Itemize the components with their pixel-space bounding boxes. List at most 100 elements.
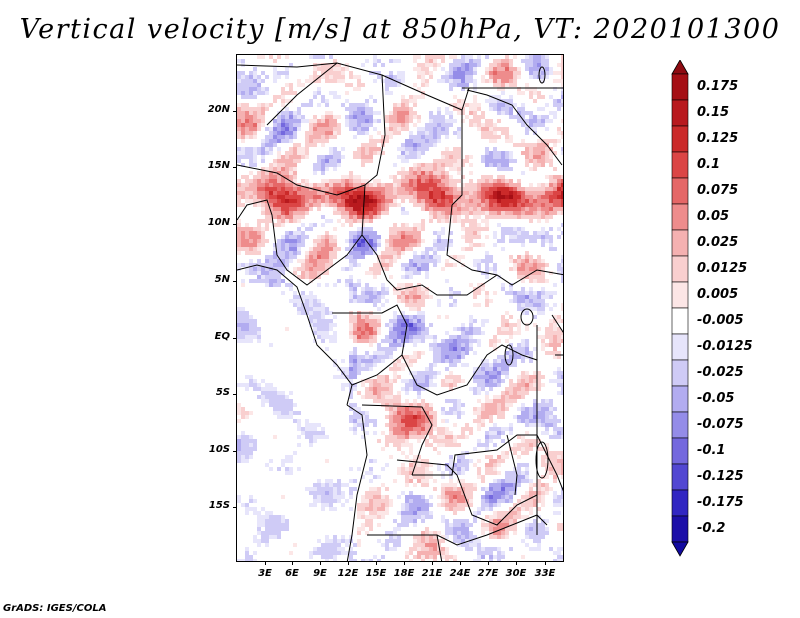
- latitude-tick: [233, 394, 237, 395]
- grads-credit: GrADS: IGES/COLA: [3, 603, 107, 614]
- country-border: [551, 314, 563, 356]
- longitude-label: 9E: [313, 568, 327, 579]
- latitude-label: 10S: [208, 444, 230, 455]
- colorbar-level-label: 0.15: [697, 105, 730, 120]
- velocity-field-cells: [237, 55, 563, 561]
- latitude-label: 15N: [207, 160, 230, 171]
- longitude-tick: [404, 561, 405, 565]
- latitude-label: 10N: [207, 217, 230, 228]
- latitude-tick: [233, 281, 237, 282]
- colorbar: [671, 60, 689, 557]
- lake-outline: [538, 66, 546, 84]
- latitude-tick: [233, 224, 237, 225]
- map-plot-area: [236, 54, 564, 562]
- longitude-label: 24E: [449, 568, 471, 579]
- longitude-tick: [348, 561, 349, 565]
- lake-outline: [520, 308, 534, 326]
- latitude-label: 5N: [214, 274, 230, 285]
- longitude-label: 6E: [285, 568, 299, 579]
- colorbar-swatch: [671, 255, 689, 283]
- longitude-tick: [432, 561, 433, 565]
- latitude-tick: [233, 111, 237, 112]
- colorbar-level-label: -0.125: [697, 469, 744, 484]
- colorbar-bottom-arrow: [671, 541, 689, 557]
- longitude-label: 15E: [365, 568, 387, 579]
- latitude-label: 20N: [207, 104, 230, 115]
- longitude-tick: [376, 561, 377, 565]
- country-border: [436, 534, 443, 561]
- colorbar-level-label: -0.075: [697, 417, 744, 432]
- colorbar-swatch: [671, 151, 689, 179]
- latitude-tick: [233, 451, 237, 452]
- latitude-tick: [233, 338, 237, 339]
- colorbar-level-label: -0.025: [697, 365, 744, 380]
- colorbar-swatch: [671, 463, 689, 491]
- latitude-label: 15S: [208, 500, 230, 511]
- colorbar-swatch: [671, 385, 689, 413]
- colorbar-swatch: [671, 489, 689, 517]
- country-border: [237, 199, 363, 286]
- colorbar-level-label: -0.005: [697, 313, 744, 328]
- longitude-tick: [545, 561, 546, 565]
- colorbar-level-label: 0.1: [697, 157, 721, 172]
- country-border: [361, 234, 498, 296]
- colorbar-swatch: [671, 229, 689, 257]
- country-border: [506, 434, 518, 496]
- colorbar-swatch: [671, 99, 689, 127]
- country-border: [466, 89, 563, 166]
- colorbar-level-label: -0.05: [697, 391, 735, 406]
- velocity-field-map: [237, 55, 563, 561]
- colorbar-swatch: [671, 333, 689, 361]
- longitude-label: 3E: [258, 568, 272, 579]
- longitude-tick: [265, 561, 266, 565]
- colorbar-level-label: -0.2: [697, 521, 726, 536]
- colorbar-level-label: -0.0125: [697, 339, 753, 354]
- colorbar-swatch: [671, 281, 689, 309]
- colorbar-swatch: [671, 177, 689, 205]
- country-border: [237, 264, 353, 406]
- colorbar-level-label: -0.1: [697, 443, 726, 458]
- colorbar-swatch: [671, 515, 689, 543]
- longitude-label: 30E: [505, 568, 527, 579]
- latitude-tick: [233, 507, 237, 508]
- longitude-tick: [516, 561, 517, 565]
- longitude-label: 21E: [421, 568, 443, 579]
- colorbar-level-label: 0.125: [697, 131, 739, 146]
- colorbar-level-label: 0.005: [697, 287, 739, 302]
- colorbar-swatch: [671, 203, 689, 231]
- country-border: [237, 164, 366, 196]
- longitude-tick: [488, 561, 489, 565]
- country-border: [346, 404, 368, 561]
- colorbar-level-label: 0.075: [697, 183, 739, 198]
- country-border: [461, 87, 470, 111]
- colorbar-level-label: 0.05: [697, 209, 730, 224]
- country-border: [401, 344, 538, 396]
- longitude-label: 33E: [534, 568, 556, 579]
- colorbar-swatch: [671, 437, 689, 465]
- longitude-label: 27E: [477, 568, 499, 579]
- country-border: [396, 459, 538, 526]
- colorbar-level-label: -0.175: [697, 495, 744, 510]
- colorbar-top-arrow: [671, 60, 689, 75]
- latitude-tick: [233, 167, 237, 168]
- longitude-tick: [320, 561, 321, 565]
- longitude-tick: [460, 561, 461, 565]
- colorbar-swatch: [671, 307, 689, 335]
- colorbar-swatch: [671, 359, 689, 387]
- country-border: [412, 434, 537, 476]
- lake-outline: [535, 441, 549, 479]
- colorbar-swatch: [671, 125, 689, 153]
- colorbar-level-label: 0.025: [697, 235, 739, 250]
- country-border: [361, 74, 386, 236]
- country-border: [237, 62, 463, 206]
- country-border: [361, 404, 433, 476]
- chart-title: Vertical velocity [m/s] at 850hPa, VT: 2…: [19, 14, 781, 45]
- colorbar-level-label: 0.0125: [697, 261, 748, 276]
- longitude-label: 18E: [393, 568, 415, 579]
- longitude-label: 12E: [337, 568, 359, 579]
- latitude-label: EQ: [214, 331, 230, 342]
- country-border: [266, 62, 338, 126]
- country-border: [536, 434, 563, 492]
- country-border: [332, 304, 408, 386]
- colorbar-level-label: 0.175: [697, 79, 739, 94]
